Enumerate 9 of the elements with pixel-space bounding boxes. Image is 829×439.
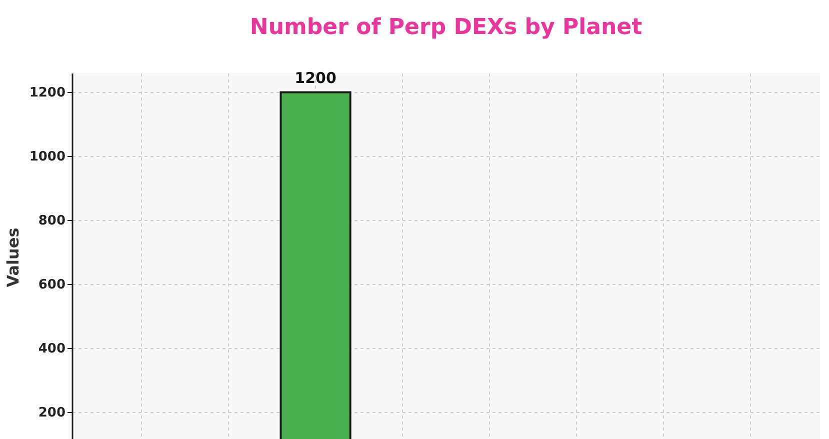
- chart-title: Number of Perp DEXs by Planet: [250, 15, 643, 40]
- y-tick-label: 200: [38, 406, 66, 421]
- y-tick-label: 800: [38, 214, 66, 229]
- y-tick-label: 1000: [29, 150, 66, 165]
- y-axis-title: Values: [3, 228, 22, 288]
- y-tick-label: 1200: [29, 86, 66, 101]
- y-tick-label: 400: [38, 342, 66, 357]
- y-tick-label: 600: [38, 278, 66, 293]
- data-label: 1200: [294, 69, 336, 88]
